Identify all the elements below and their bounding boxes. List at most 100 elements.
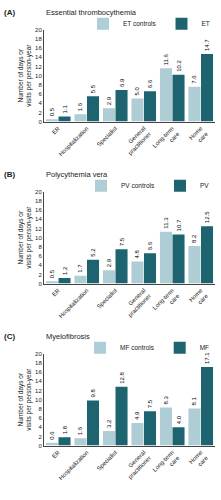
svg-text:ER: ER <box>51 449 62 460</box>
svg-text:1.6: 1.6 <box>77 102 83 111</box>
svg-text:8: 8 <box>38 406 42 412</box>
svg-text:Homecare: Homecare <box>188 287 210 309</box>
svg-text:Homecare: Homecare <box>188 125 210 147</box>
svg-text:17.1: 17.1 <box>204 352 210 364</box>
svg-text:Long-termcare: Long-termcare <box>151 287 181 317</box>
svg-text:1.8: 1.8 <box>62 425 68 434</box>
svg-text:6: 6 <box>38 91 42 97</box>
svg-text:1.7: 1.7 <box>77 264 83 273</box>
svg-text:12.8: 12.8 <box>119 371 125 383</box>
svg-text:1.1: 1.1 <box>62 105 68 114</box>
svg-text:10: 10 <box>35 73 42 79</box>
svg-text:16: 16 <box>35 369 42 375</box>
svg-text:12.5: 12.5 <box>204 211 210 223</box>
svg-text:Generalpractitioner: Generalpractitioner <box>121 125 152 156</box>
svg-text:2.9: 2.9 <box>106 258 112 267</box>
svg-text:Specialist: Specialist <box>96 287 119 310</box>
svg-text:18: 18 <box>35 360 42 366</box>
svg-text:16: 16 <box>35 207 42 213</box>
svg-text:6.6: 6.6 <box>147 241 153 250</box>
svg-text:12: 12 <box>35 226 42 232</box>
svg-text:Polycythemia vera: Polycythemia vera <box>46 170 108 179</box>
svg-text:16: 16 <box>35 45 42 51</box>
svg-text:5.2: 5.2 <box>90 248 96 257</box>
svg-text:Specialist: Specialist <box>96 449 119 472</box>
svg-text:4: 4 <box>38 262 42 268</box>
svg-text:Hospitalization: Hospitalization <box>58 449 90 481</box>
svg-text:(B): (B) <box>4 170 15 179</box>
svg-text:Generalpractitioner: Generalpractitioner <box>121 287 152 318</box>
svg-text:2.9: 2.9 <box>106 96 112 105</box>
svg-text:0.6: 0.6 <box>49 431 55 440</box>
svg-text:Homecare: Homecare <box>188 449 210 471</box>
svg-text:10.2: 10.2 <box>176 59 182 71</box>
svg-text:Generalpractitioner: Generalpractitioner <box>121 449 152 480</box>
svg-text:20: 20 <box>35 189 42 195</box>
svg-text:Specialist: Specialist <box>96 125 119 148</box>
svg-text:20: 20 <box>35 27 42 33</box>
svg-text:0.5: 0.5 <box>49 269 55 278</box>
svg-text:8: 8 <box>38 82 42 88</box>
svg-text:5.0: 5.0 <box>134 87 140 96</box>
svg-text:14.7: 14.7 <box>204 39 210 51</box>
svg-text:8.3: 8.3 <box>163 395 169 404</box>
svg-text:PV controls: PV controls <box>121 182 155 189</box>
svg-text:2: 2 <box>38 271 42 277</box>
svg-text:Long-termcare: Long-termcare <box>151 125 181 155</box>
svg-text:20: 20 <box>35 351 42 357</box>
svg-text:2: 2 <box>38 433 42 439</box>
svg-text:11.6: 11.6 <box>163 53 169 65</box>
svg-text:Essential thrombocythemia: Essential thrombocythemia <box>46 8 137 17</box>
svg-text:0: 0 <box>38 119 42 125</box>
svg-text:MF controls: MF controls <box>120 344 155 351</box>
svg-text:7.5: 7.5 <box>119 237 125 246</box>
svg-text:1.2: 1.2 <box>62 266 68 275</box>
svg-text:PV: PV <box>200 182 209 189</box>
svg-text:10: 10 <box>35 397 42 403</box>
svg-text:18: 18 <box>35 198 42 204</box>
svg-text:10.7: 10.7 <box>176 219 182 231</box>
svg-text:Number of days orvisits per pe: Number of days orvisits per person-year <box>17 368 33 431</box>
svg-text:ET: ET <box>202 20 210 27</box>
svg-text:11.3: 11.3 <box>163 217 169 229</box>
svg-text:12: 12 <box>35 388 42 394</box>
svg-text:MF: MF <box>200 344 209 351</box>
svg-text:8.1: 8.1 <box>191 396 197 405</box>
svg-text:6: 6 <box>38 415 42 421</box>
svg-text:6: 6 <box>38 253 42 259</box>
svg-text:4: 4 <box>38 100 42 106</box>
svg-text:0: 0 <box>38 281 42 287</box>
svg-text:8.2: 8.2 <box>191 234 197 243</box>
svg-text:8: 8 <box>38 244 42 250</box>
svg-text:6.6: 6.6 <box>147 79 153 88</box>
svg-text:ER: ER <box>51 125 62 136</box>
svg-text:Hospitalization: Hospitalization <box>58 125 90 157</box>
svg-text:Number of days orvisits per pe: Number of days orvisits per person-year <box>17 44 33 107</box>
svg-text:14: 14 <box>35 378 42 384</box>
svg-text:4.8: 4.8 <box>134 250 140 259</box>
svg-text:6.9: 6.9 <box>119 78 125 87</box>
svg-text:18: 18 <box>35 36 42 42</box>
svg-text:14: 14 <box>35 54 42 60</box>
svg-text:1.6: 1.6 <box>77 426 83 435</box>
svg-text:2: 2 <box>38 109 42 115</box>
svg-text:3.2: 3.2 <box>106 419 112 428</box>
svg-text:(C): (C) <box>4 332 15 341</box>
svg-text:4.0: 4.0 <box>176 415 182 424</box>
svg-text:5.5: 5.5 <box>90 84 96 93</box>
svg-text:0.5: 0.5 <box>49 107 55 116</box>
svg-text:ER: ER <box>51 287 62 298</box>
svg-text:Myelofibrosis: Myelofibrosis <box>46 332 90 341</box>
svg-text:(A): (A) <box>4 8 15 17</box>
svg-text:0: 0 <box>38 443 42 449</box>
svg-text:Number of days orvisits per pe: Number of days orvisits per person-year <box>17 206 33 269</box>
svg-text:4.9: 4.9 <box>134 411 140 420</box>
svg-text:Long-termcare: Long-termcare <box>151 449 181 479</box>
svg-text:7.6: 7.6 <box>191 75 197 84</box>
svg-text:12: 12 <box>35 64 42 70</box>
svg-text:10: 10 <box>35 235 42 241</box>
svg-text:9.8: 9.8 <box>90 389 96 398</box>
svg-text:Hospitalization: Hospitalization <box>58 287 90 319</box>
svg-text:14: 14 <box>35 216 42 222</box>
svg-text:ET controls: ET controls <box>123 20 157 27</box>
